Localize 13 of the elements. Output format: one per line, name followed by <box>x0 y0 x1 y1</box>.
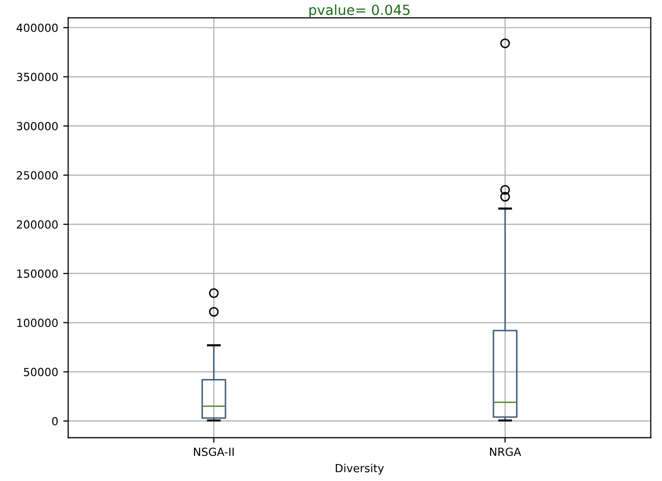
y-tick-label: 100000 <box>17 318 58 328</box>
y-tick-label: 150000 <box>17 269 58 278</box>
y-tick-label: 0 <box>52 416 58 426</box>
y-tick-label: 350000 <box>16 72 58 82</box>
y-tick-label: 400000 <box>16 24 58 32</box>
y-tick-label: 50000 <box>24 368 58 376</box>
y-tick-label: 200000 <box>16 220 58 229</box>
x-tick-label: NRGA <box>490 448 522 456</box>
chart-title: pvalue= 0.045 <box>309 4 410 18</box>
y-tick-label: 300000 <box>16 122 58 130</box>
x-tick-label: NSGA-II <box>194 448 234 456</box>
y-tick-label: 250000 <box>16 171 58 180</box>
x-axis-title: Diversity <box>336 464 384 474</box>
